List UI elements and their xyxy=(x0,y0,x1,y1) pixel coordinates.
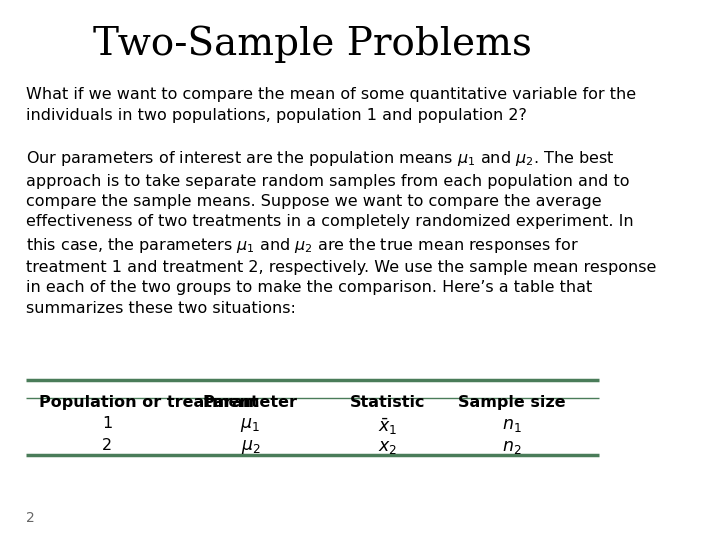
Text: Population or treatment: Population or treatment xyxy=(39,395,258,410)
Text: Parameter: Parameter xyxy=(203,395,298,410)
Text: Statistic: Statistic xyxy=(350,395,425,410)
Text: 2: 2 xyxy=(102,437,112,453)
Text: $x_2$: $x_2$ xyxy=(378,437,397,456)
Text: 1: 1 xyxy=(102,416,112,431)
Text: Our parameters of interest are the population means $\mu_1$ and $\mu_2$. The bes: Our parameters of interest are the popul… xyxy=(27,149,657,316)
Text: 2: 2 xyxy=(27,511,35,525)
Text: What if we want to compare the mean of some quantitative variable for the
indivi: What if we want to compare the mean of s… xyxy=(27,87,636,123)
Text: $n_2$: $n_2$ xyxy=(502,437,521,456)
Text: $\bar{x}_1$: $\bar{x}_1$ xyxy=(377,416,397,437)
Text: $\mu_2$: $\mu_2$ xyxy=(240,437,261,456)
Text: $\mu_1$: $\mu_1$ xyxy=(240,416,261,434)
Text: $n_1$: $n_1$ xyxy=(502,416,522,434)
Text: Two-Sample Problems: Two-Sample Problems xyxy=(93,25,532,63)
Text: Sample size: Sample size xyxy=(458,395,566,410)
